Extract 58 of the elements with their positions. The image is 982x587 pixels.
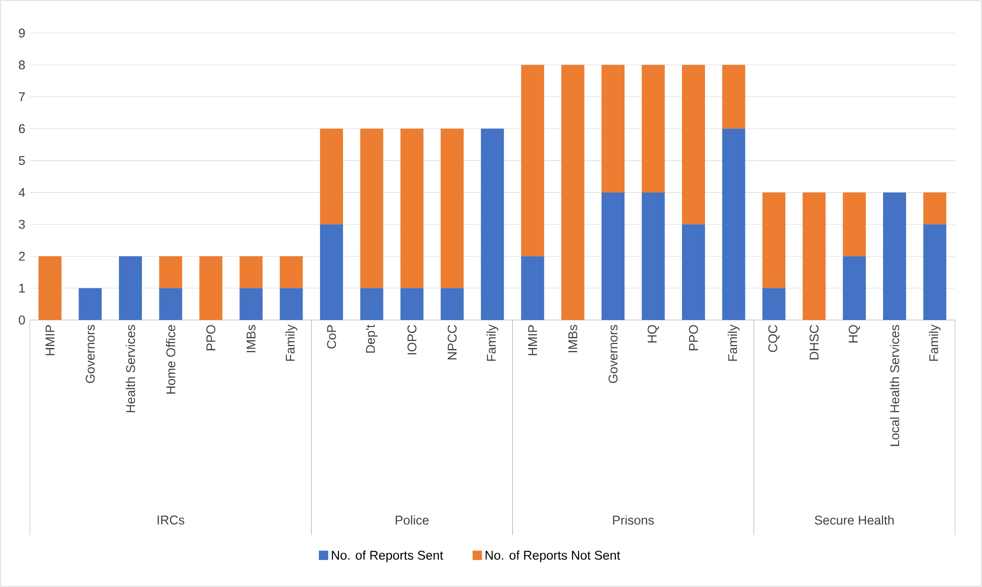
bar bbox=[842, 192, 866, 256]
bar bbox=[561, 64, 584, 320]
bar bbox=[682, 224, 705, 320]
x-tick-label: Family bbox=[486, 324, 498, 361]
x-axis-title: Prisons bbox=[613, 515, 654, 525]
x-tick-label: HQ bbox=[848, 325, 860, 342]
bar bbox=[642, 192, 665, 320]
x-tick-label: Local Health Services bbox=[890, 324, 900, 446]
x-tick-label: HMIP bbox=[46, 325, 54, 356]
bar bbox=[722, 64, 746, 129]
bar bbox=[521, 256, 544, 320]
x-tick-label: NPCC bbox=[448, 324, 457, 360]
bar bbox=[722, 128, 746, 320]
x-tick-label: CoP bbox=[327, 325, 336, 348]
x-tick-label: CQC bbox=[768, 324, 780, 352]
x-tick-label: PPO bbox=[206, 325, 216, 350]
x-tick-label: IOPC bbox=[407, 324, 416, 354]
x-tick-label: IMBs bbox=[246, 324, 256, 352]
bar bbox=[842, 256, 866, 320]
x-tick-label: HMIP bbox=[528, 325, 537, 356]
bar bbox=[802, 192, 826, 320]
x-tick-label: Home Office bbox=[166, 325, 176, 394]
bar bbox=[642, 64, 665, 192]
y-tick-label: 1 bbox=[19, 284, 25, 292]
bar bbox=[923, 224, 946, 320]
x-tick-label: Governors bbox=[608, 324, 618, 383]
bar bbox=[762, 192, 786, 288]
y-tick-label: 4 bbox=[18, 188, 26, 197]
legend-label: No. of Reports Not Sent bbox=[486, 550, 620, 562]
bar bbox=[682, 64, 705, 224]
y-tick-label: 0 bbox=[18, 316, 25, 324]
y-tick-label: 3 bbox=[18, 220, 25, 229]
y-tick-label: 6 bbox=[19, 124, 25, 134]
x-axis-title: Secure Health bbox=[814, 515, 894, 525]
bar bbox=[602, 192, 625, 320]
y-tick-label: 9 bbox=[18, 28, 25, 38]
bar bbox=[602, 64, 625, 192]
bar bbox=[762, 288, 786, 320]
y-tick-label: 7 bbox=[19, 92, 25, 102]
x-tick-label: Dep't bbox=[366, 324, 378, 353]
y-tick-label: 8 bbox=[18, 60, 25, 70]
x-tick-label: Family bbox=[928, 324, 941, 361]
legend-label: No. of Reports Sent bbox=[332, 550, 444, 562]
bar bbox=[521, 64, 544, 256]
x-tick-label: HQ bbox=[648, 325, 659, 342]
x-tick-label: DHSC bbox=[810, 324, 819, 360]
x-tick-label: Family bbox=[728, 324, 740, 361]
x-tick-label: Family bbox=[285, 324, 298, 361]
x-tick-label: IMBs bbox=[568, 324, 578, 352]
bar bbox=[883, 192, 906, 320]
bar bbox=[923, 192, 946, 224]
x-axis-title: IRCs bbox=[158, 516, 184, 524]
x-tick-label: Health Services bbox=[126, 324, 136, 412]
x-axis-title: Police bbox=[396, 515, 429, 525]
y-tick-label: 2 bbox=[18, 252, 25, 261]
y-tick-label: 5 bbox=[18, 156, 25, 165]
x-tick-label: PPO bbox=[689, 325, 698, 350]
x-tick-label: Governors bbox=[86, 324, 95, 383]
